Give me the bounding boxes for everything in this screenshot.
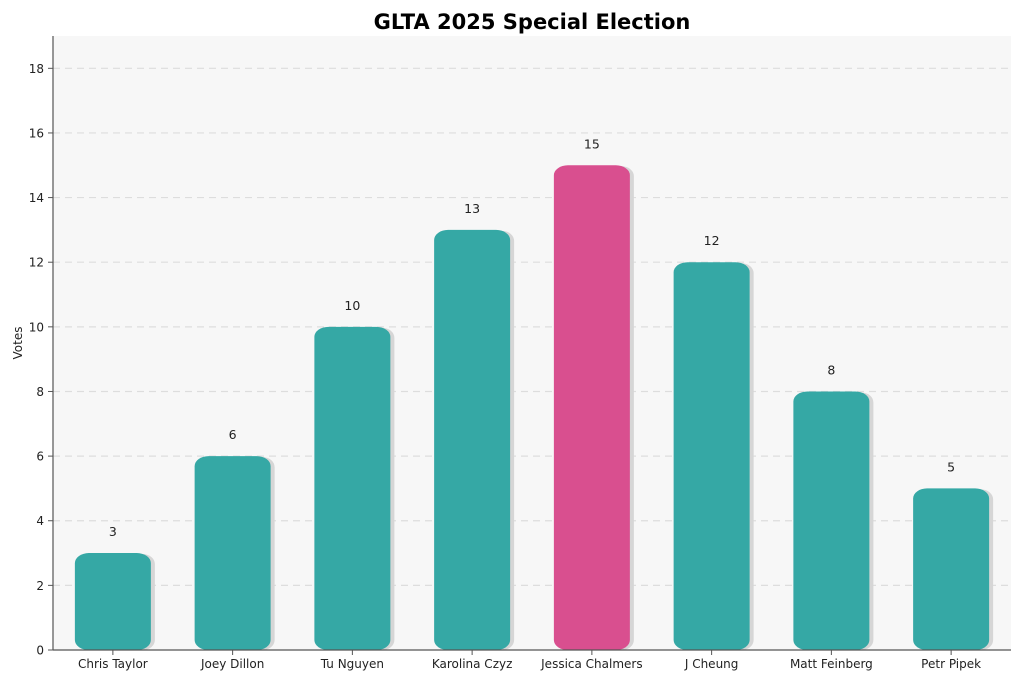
y-tick-label: 0: [36, 644, 44, 658]
y-tick-label: 16: [29, 126, 44, 140]
bar: [434, 229, 511, 651]
y-axis-ticks: 0 2 4 6 8 10 12 14 16 18: [29, 62, 53, 658]
x-tick-label: Matt Feinberg: [790, 657, 873, 671]
bar: [673, 262, 750, 650]
bar: [74, 553, 151, 650]
bars: 3 6 10 13 15 12 8 5: [74, 136, 994, 651]
bar-value-label: 10: [344, 298, 360, 313]
x-tick-label: Joey Dillon: [200, 657, 264, 671]
bar-value-label: 6: [229, 427, 237, 442]
x-tick-label: Jessica Chalmers: [540, 657, 642, 671]
y-tick-label: 4: [36, 514, 44, 528]
bar: [913, 488, 990, 650]
bar-value-label: 5: [947, 459, 955, 474]
bar: [194, 456, 271, 650]
x-tick-label: Petr Pipek: [921, 657, 981, 671]
bar-value-label: 15: [584, 136, 600, 151]
chart-title: GLTA 2025 Special Election: [374, 10, 691, 34]
y-tick-label: 8: [36, 385, 44, 399]
y-tick-label: 18: [29, 62, 44, 76]
bar-value-label: 13: [464, 201, 480, 216]
y-tick-label: 10: [29, 320, 44, 334]
bar-value-label: 3: [109, 524, 117, 539]
x-tick-label: Karolina Czyz: [432, 657, 513, 671]
bar-value-label: 8: [827, 362, 835, 377]
x-tick-label: J Cheung: [684, 657, 739, 671]
y-tick-label: 6: [36, 450, 44, 464]
bar-value-label: 12: [704, 233, 720, 248]
bar: [793, 391, 870, 650]
x-tick-label: Chris Taylor: [78, 657, 148, 671]
y-axis-label: Votes: [11, 327, 25, 360]
y-tick-label: 14: [29, 191, 44, 205]
x-axis-ticks: Chris Taylor Joey Dillon Tu Nguyen Karolina…: [78, 650, 981, 671]
y-tick-label: 2: [36, 579, 44, 593]
y-tick-label: 12: [29, 256, 44, 270]
x-tick-label: Tu Nguyen: [320, 657, 384, 671]
bar: [314, 326, 391, 650]
bar: [553, 165, 630, 650]
